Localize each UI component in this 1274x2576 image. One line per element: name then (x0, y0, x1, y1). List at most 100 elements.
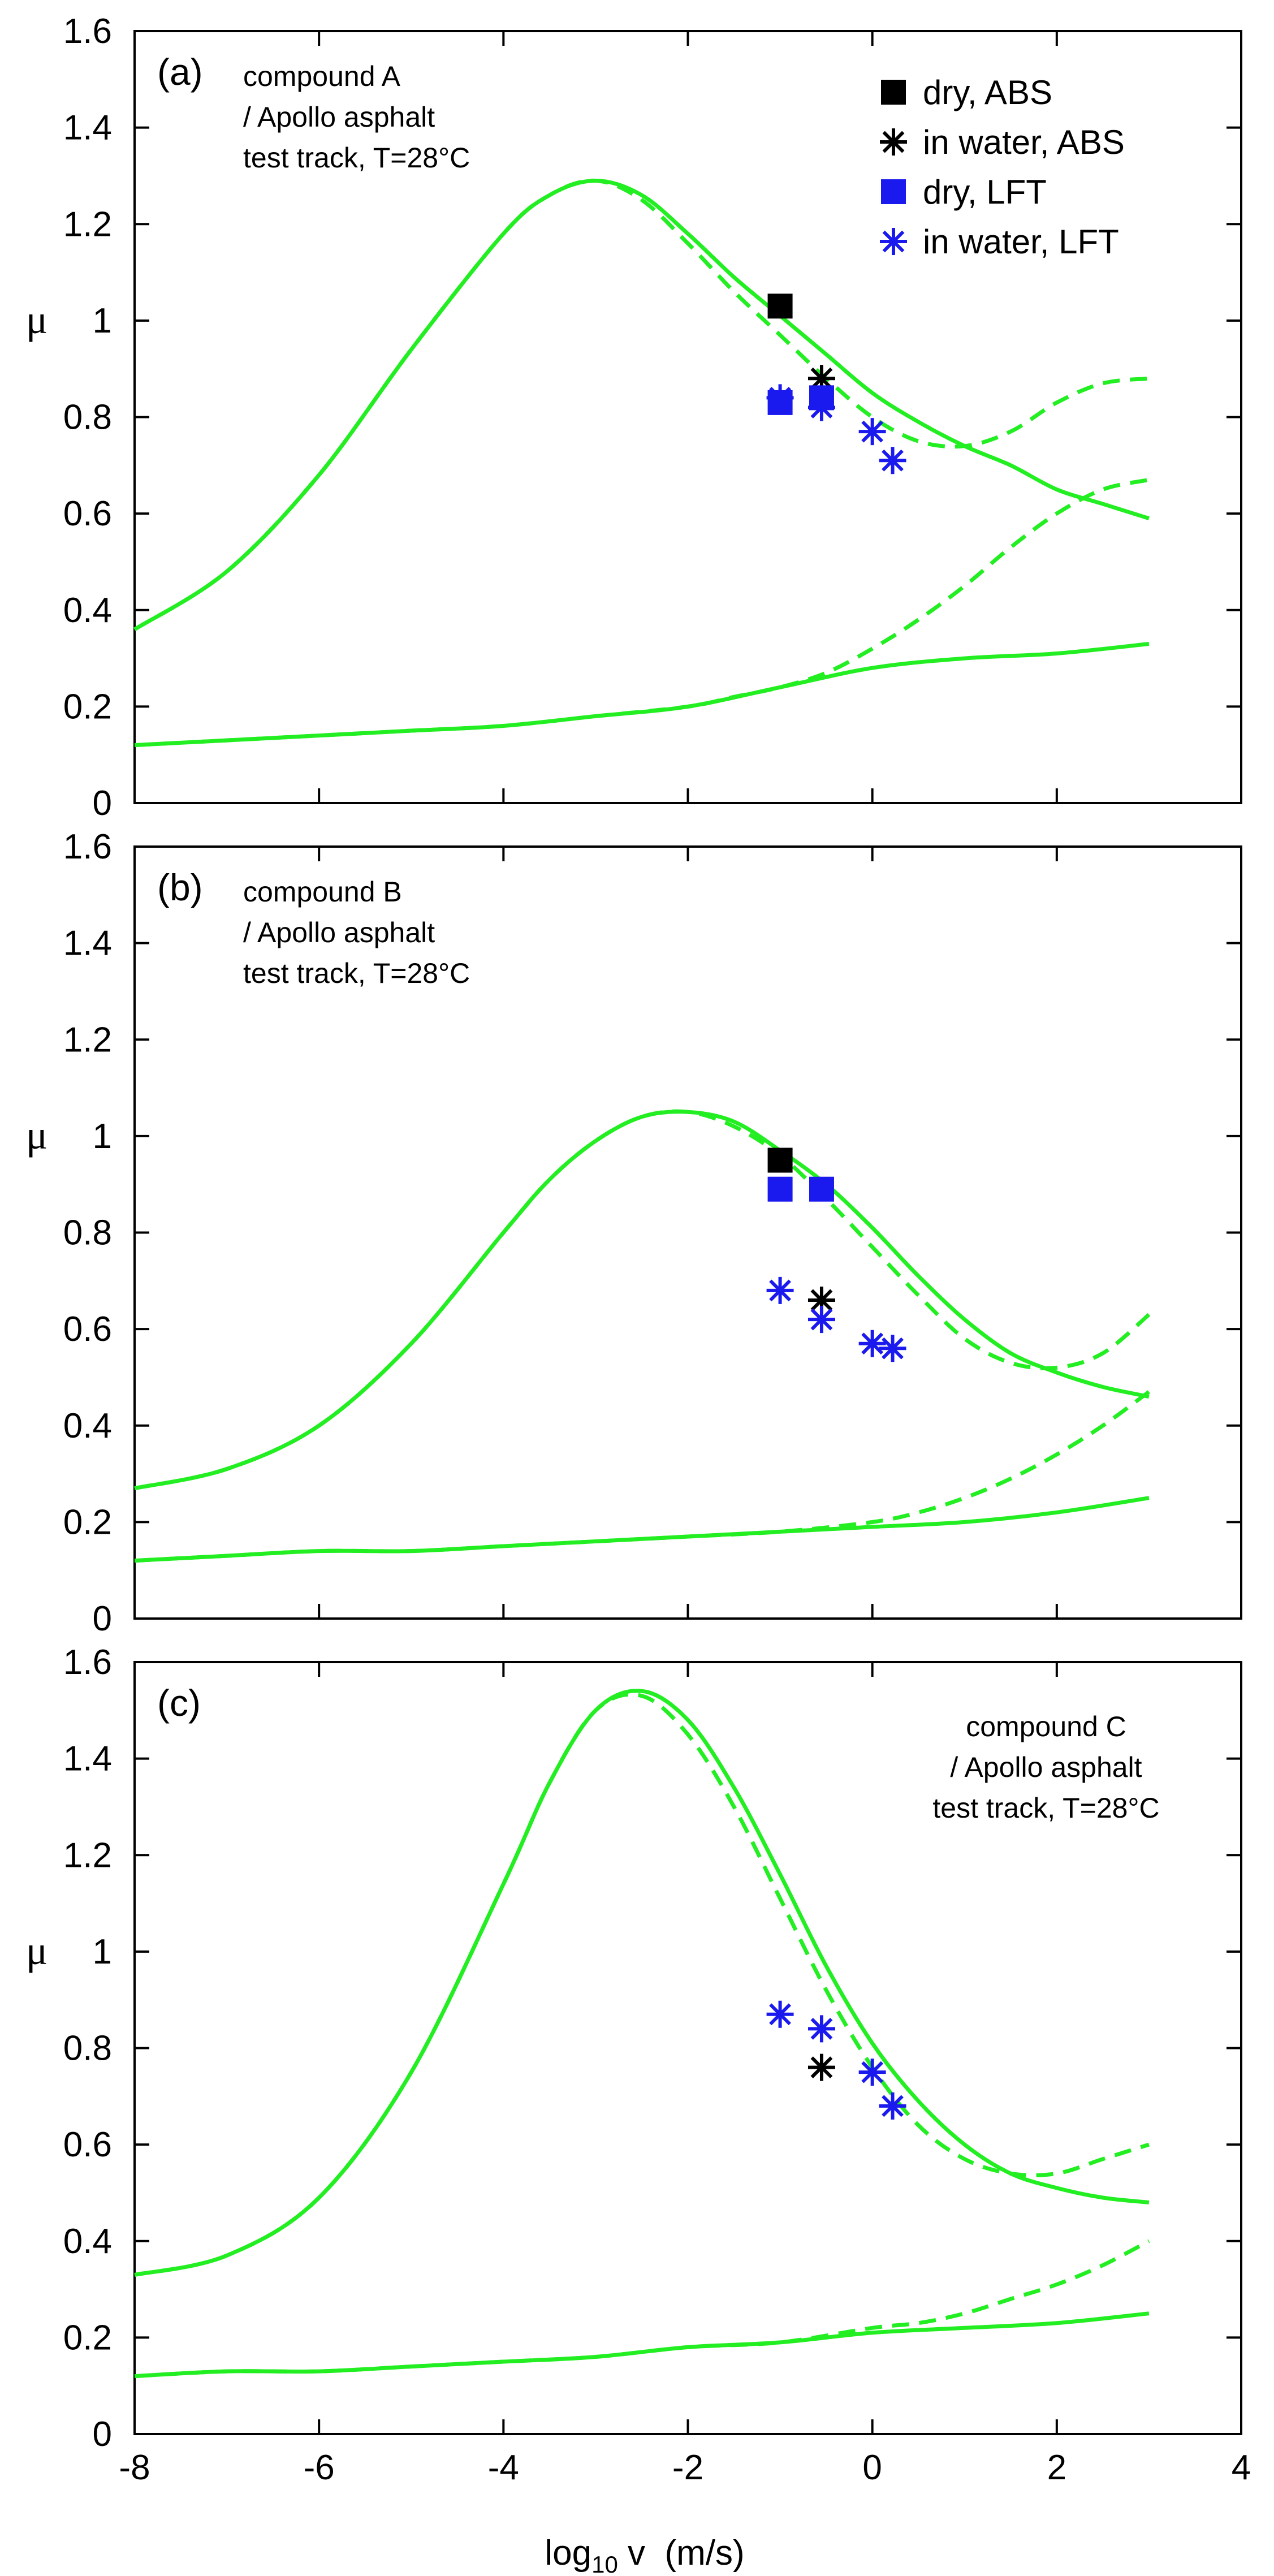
y-axis-label: μ (26, 1928, 48, 1973)
y-tick-label: 0.4 (63, 1406, 112, 1446)
legend-marker (880, 228, 907, 255)
y-tick-label: 0.2 (63, 687, 112, 726)
y-tick-label: 0 (93, 2415, 112, 2454)
data-point-in-water-lft (858, 1330, 886, 1357)
asterisk-stroke (810, 367, 833, 390)
legend-label: in water, ABS (923, 123, 1125, 161)
asterisk-stroke (810, 1289, 833, 1311)
x-tick-label: 2 (1047, 2448, 1066, 2487)
asterisk-stroke (769, 386, 791, 409)
data-point-in-water-lft (858, 418, 886, 446)
asterisk-stroke (882, 1337, 904, 1360)
curve-lower-solid (134, 2311, 1150, 2379)
panel-annotation-line: / Apollo asphalt (950, 1751, 1142, 1783)
asterisk-stroke (882, 449, 904, 472)
panel-annotation-line: compound C (966, 1711, 1126, 1742)
panel-label: (a) (157, 51, 203, 93)
data-point-dry-abs (767, 1147, 793, 1173)
x-tick-label: -2 (672, 2448, 703, 2487)
panel-2: 0 0.2 0.4 0.6 0.8 1 1.2 1.4 1.6 μ (b) compound B / A… (26, 827, 1242, 1638)
data-point-dry-lft (767, 1176, 793, 1202)
legend: dry, ABS in water, ABS dry, LFT in water, L… (880, 74, 1125, 261)
asterisk-stroke (861, 1332, 884, 1355)
y-tick-label: 0.8 (63, 2029, 112, 2068)
y-tick-label: 1.4 (63, 109, 112, 148)
curve-lower-dashed (134, 2239, 1150, 2379)
y-tick-label: 1.4 (63, 924, 112, 963)
data-point-in-water-lft (858, 2059, 886, 2086)
curve-upper-dashed (134, 1692, 1150, 2277)
asterisk-stroke (882, 230, 905, 253)
legend-label: in water, LFT (923, 223, 1119, 261)
y-tick-label: 0.2 (63, 2318, 112, 2357)
data-point-in-water-lft (807, 394, 835, 421)
panel-annotation-line: test track, T=28°C (243, 142, 470, 174)
x-tick-label: 4 (1232, 2448, 1251, 2487)
panel-annotation-line: test track, T=28°C (932, 1792, 1159, 1824)
curve-upper-solid (133, 179, 1150, 631)
curve-upper-solid (134, 1110, 1150, 1491)
data-point-dry-lft (809, 1176, 834, 1202)
curve-lower-solid (134, 642, 1150, 748)
asterisk-stroke (810, 396, 833, 418)
y-tick-label: 1.4 (63, 1740, 112, 1779)
y-tick-label: 1.2 (63, 1020, 112, 1059)
asterisk-stroke (882, 2095, 904, 2117)
asterisk-stroke (810, 1308, 833, 1331)
x-tick-label: -8 (119, 2448, 150, 2487)
data-point-dry-abs (767, 294, 793, 319)
y-tick-label: 0.6 (63, 1310, 112, 1349)
y-tick-label: 0.8 (63, 1214, 112, 1253)
asterisk-stroke (810, 2056, 833, 2079)
asterisk-stroke (861, 2061, 884, 2083)
panel-3: 0 0.2 0.4 0.6 0.8 1 1.2 1.4 1.6 -8 -6 -4 -2 0 2 4 μ (c) co… (26, 1643, 1251, 2487)
panel-label: (b) (157, 866, 203, 908)
y-tick-label: 1 (93, 1932, 112, 1971)
y-axis-label: μ (26, 297, 48, 342)
data-point-in-water-abs (807, 1286, 835, 1314)
y-tick-label: 0.6 (63, 2125, 112, 2164)
panel-annotation-line: test track, T=28°C (243, 957, 470, 989)
data-point-in-water-lft (766, 2000, 794, 2028)
legend-marker (880, 128, 907, 156)
data-point-in-water-lft (807, 1306, 835, 1334)
curve-lower-dashed (134, 1390, 1150, 1563)
y-tick-label: 1.6 (63, 1643, 112, 1682)
curve-upper-dashed (134, 1109, 1151, 1491)
y-axis-label: μ (26, 1112, 48, 1158)
data-point-in-water-lft (879, 1335, 906, 1362)
asterisk-stroke (861, 420, 884, 443)
panel-annotation-line: / Apollo asphalt (243, 917, 435, 948)
y-tick-label: 1.2 (63, 1836, 112, 1875)
y-tick-label: 1 (93, 1117, 112, 1156)
data-point-in-water-lft (807, 2015, 835, 2043)
x-axis-label: log10 v (m/s) (545, 2534, 744, 2576)
data-point-in-water-lft (766, 1276, 794, 1304)
asterisk-stroke (769, 1279, 791, 1302)
curve-upper-dashed (133, 178, 1150, 631)
legend-label: dry, LFT (923, 173, 1047, 211)
panel-1: 0 0.2 0.4 0.6 0.8 1 1.2 1.4 1.6 μ (a) compound A / A… (26, 12, 1242, 823)
x-tick-label: -6 (304, 2448, 335, 2487)
y-tick-label: 0.8 (63, 398, 112, 437)
asterisk-stroke (882, 131, 905, 153)
x-tick-label: 0 (862, 2448, 882, 2487)
panel-annotation-line: / Apollo asphalt (243, 101, 435, 133)
y-tick-label: 0.4 (63, 2222, 112, 2261)
panels-layer: 0 0.2 0.4 0.6 0.8 1 1.2 1.4 1.6 μ (a) compound A / A… (26, 12, 1251, 2487)
curve-lower-dashed (134, 477, 1150, 748)
y-tick-label: 0 (93, 1599, 112, 1638)
panel-label: (c) (157, 1682, 201, 1724)
x-tick-label: -4 (488, 2448, 519, 2487)
y-tick-label: 1.6 (63, 12, 112, 51)
y-tick-label: 0 (93, 784, 112, 823)
data-point-in-water-lft (766, 384, 794, 412)
y-tick-label: 1.2 (63, 205, 112, 244)
data-point-in-water-lft (879, 2092, 906, 2120)
y-tick-label: 1.6 (63, 827, 112, 866)
legend-label: dry, ABS (923, 74, 1052, 111)
data-point-in-water-lft (879, 447, 906, 474)
data-point-in-water-abs (807, 2053, 835, 2081)
panel-annotation-line: compound B (243, 876, 402, 908)
